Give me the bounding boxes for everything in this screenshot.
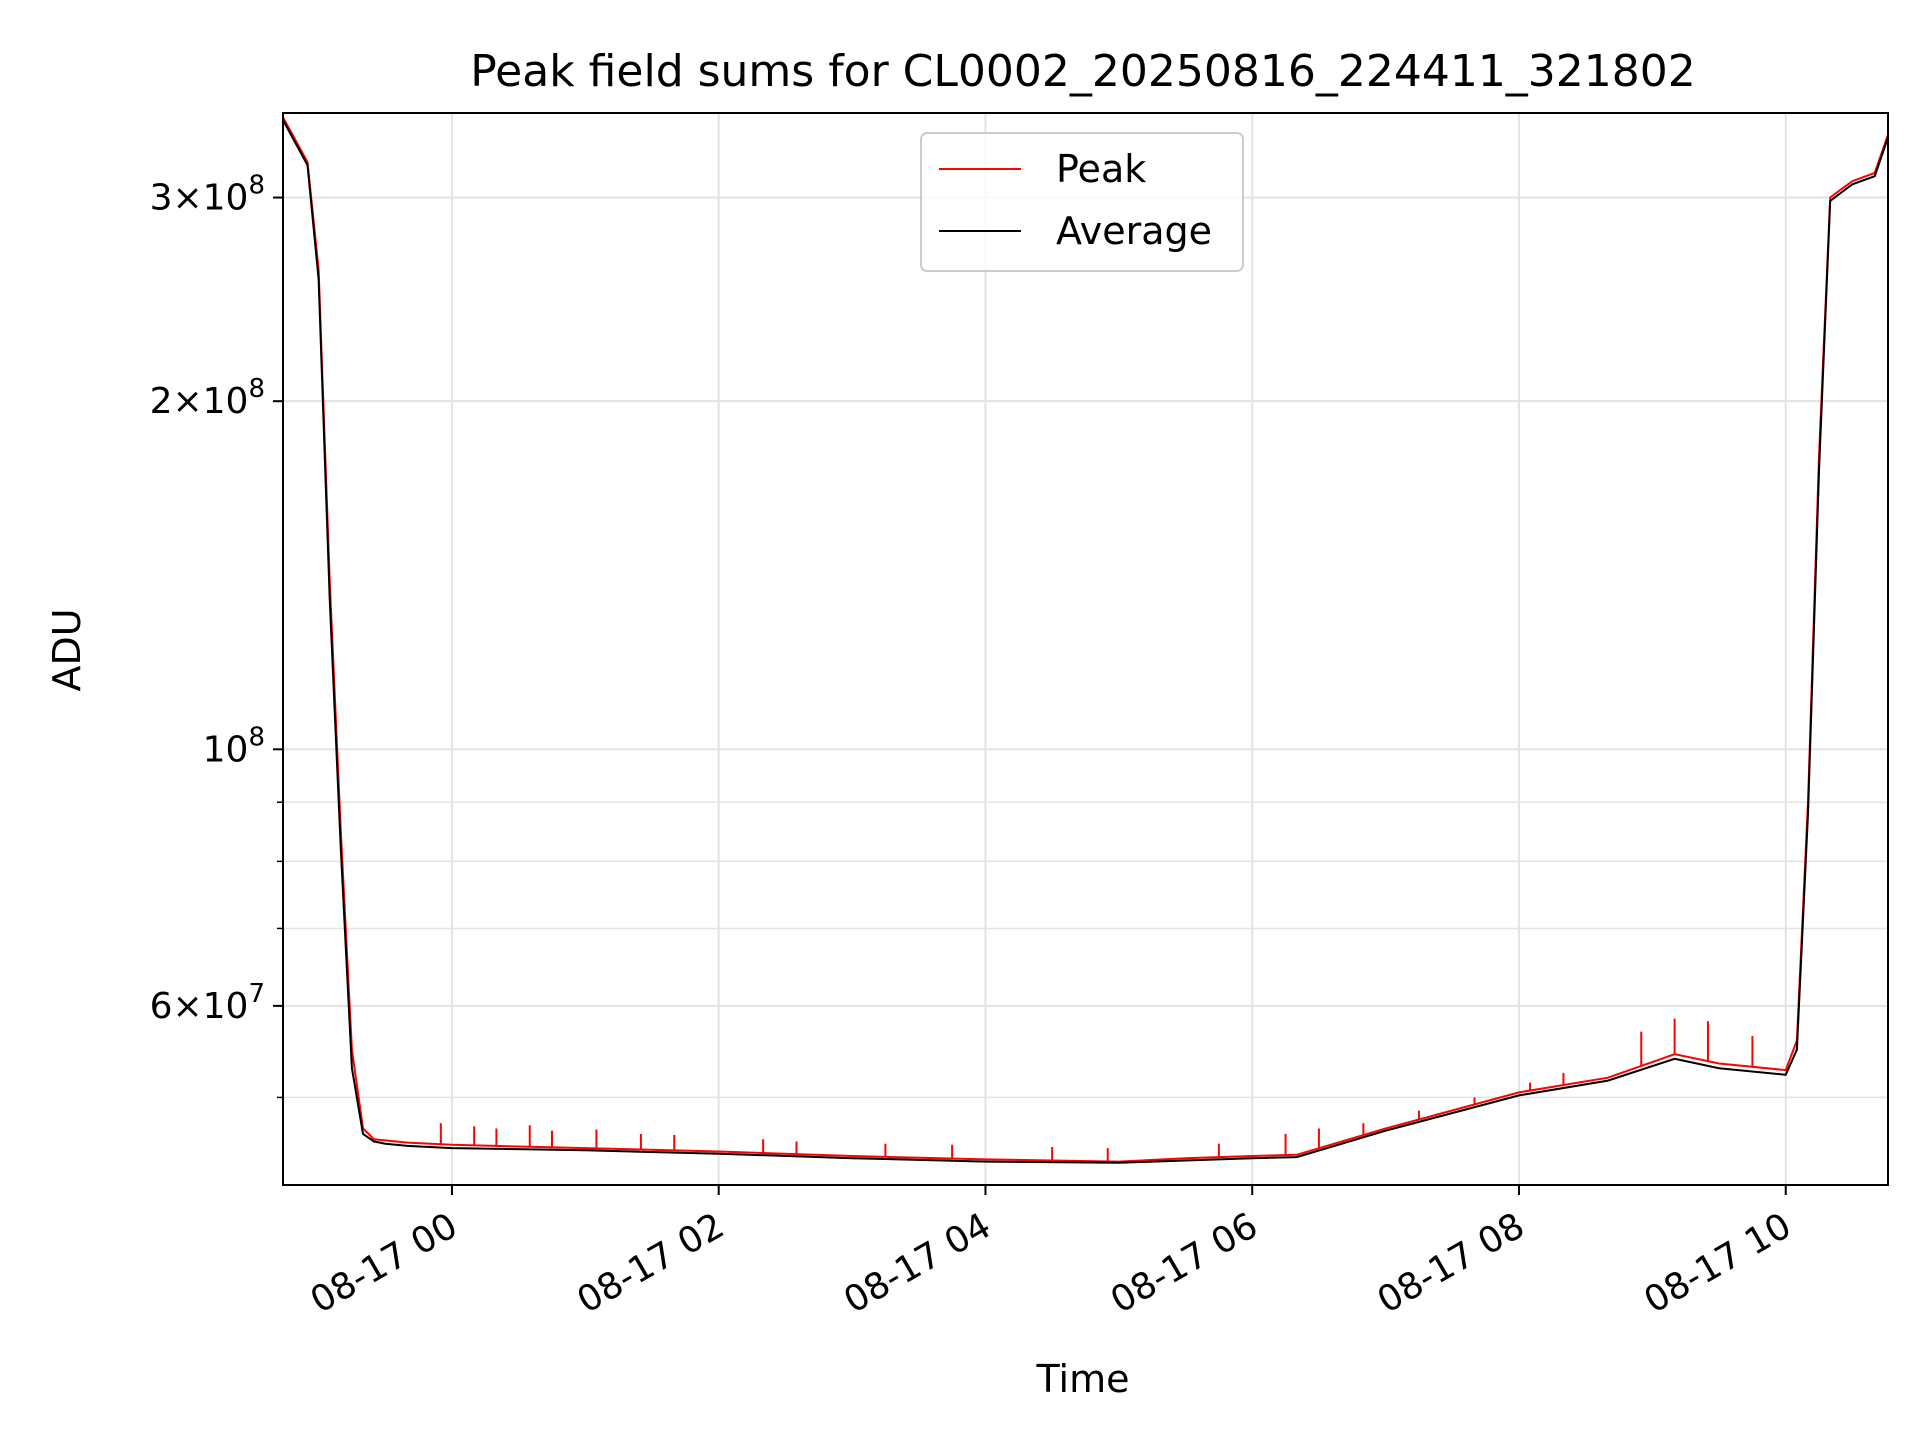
y-axis-label: ADU	[45, 608, 89, 691]
chart-title: Peak field sums for CL0002_20250816_2244…	[470, 46, 1696, 97]
plot-frame	[282, 112, 1889, 1186]
y-tick-label: 6×107	[150, 979, 265, 1027]
y-tick-label: 108	[203, 722, 265, 770]
y-tick-label: 3×108	[150, 171, 265, 219]
legend-label-average: Average	[1056, 209, 1212, 253]
legend-label-peak: Peak	[1056, 147, 1146, 191]
legend-box	[920, 132, 1244, 272]
series-line-average	[282, 119, 1889, 1164]
x-axis-label: Time	[1036, 1357, 1130, 1401]
legend[interactable]: Peak Average	[920, 132, 1244, 272]
series-group	[282, 116, 1889, 1164]
y-tick-label: 2×108	[150, 374, 265, 422]
